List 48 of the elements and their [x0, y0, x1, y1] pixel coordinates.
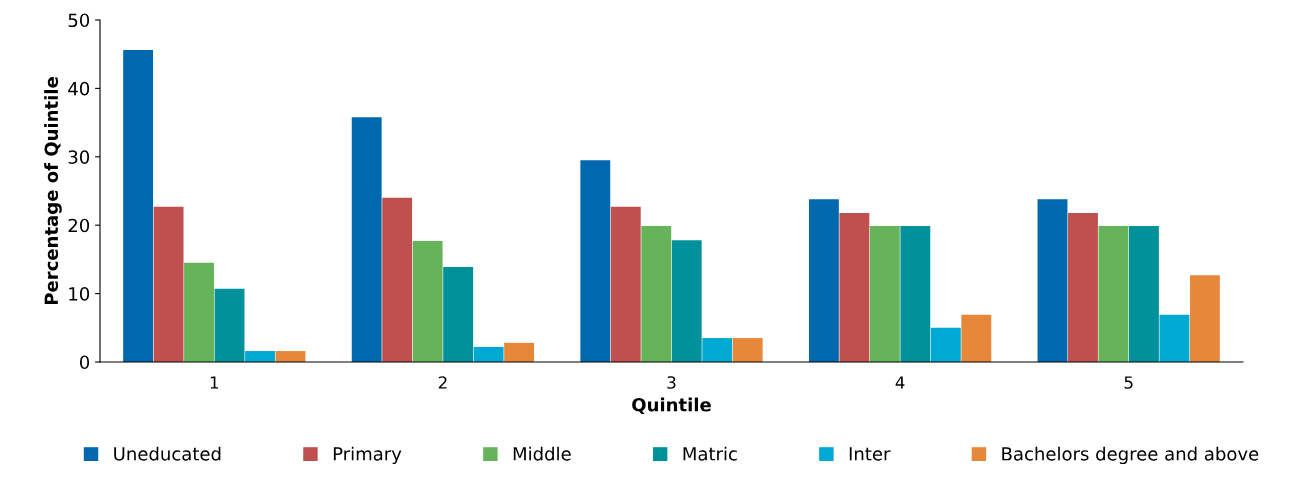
y-axis-title: Percentage of Quintile [44, 77, 62, 305]
bar [1098, 225, 1129, 362]
legend-label: Middle [513, 446, 571, 461]
x-tick-label: 1 [210, 376, 219, 389]
x-tick-label: 3 [667, 376, 676, 389]
bar [610, 206, 641, 362]
legend-label: Matric [683, 446, 737, 461]
y-tick-label: 0 [79, 355, 90, 370]
legend-label: Uneducated [114, 446, 221, 461]
y-tick-label: 50 [68, 13, 90, 28]
x-tick-label: 5 [1124, 376, 1133, 389]
bar [504, 342, 535, 362]
bar [671, 240, 702, 362]
legend-label: Primary [333, 446, 402, 465]
x-tick-label: 2 [438, 376, 447, 389]
bar [1037, 199, 1068, 362]
bar [900, 225, 931, 362]
y-tick-label: 40 [68, 81, 90, 96]
legend-label: Bachelors degree and above [1002, 446, 1259, 465]
y-tick-label: 20 [68, 218, 90, 233]
bar [839, 212, 870, 362]
bar [184, 262, 214, 362]
bar [382, 197, 413, 362]
legend-label: Inter [849, 447, 891, 461]
bar [1159, 314, 1190, 362]
bar [869, 225, 900, 362]
bar [1068, 212, 1098, 362]
bar [351, 117, 382, 362]
bar [702, 338, 733, 362]
bar [580, 160, 611, 362]
x-tick-label: 4 [895, 376, 905, 389]
bar [1129, 225, 1159, 362]
bar [473, 346, 504, 362]
bar [412, 240, 443, 362]
y-tick-label: 10 [69, 287, 90, 301]
bar [245, 351, 275, 362]
bar [808, 199, 839, 362]
bar [123, 50, 154, 362]
y-tick-label: 30 [68, 150, 90, 164]
bar [641, 225, 672, 362]
bar [961, 314, 992, 362]
bar [930, 327, 961, 362]
bar [214, 288, 245, 362]
bar [153, 206, 184, 362]
bar [443, 266, 474, 362]
bar [1189, 275, 1220, 362]
bar [732, 338, 763, 362]
x-axis-title: Quintile [632, 397, 711, 414]
